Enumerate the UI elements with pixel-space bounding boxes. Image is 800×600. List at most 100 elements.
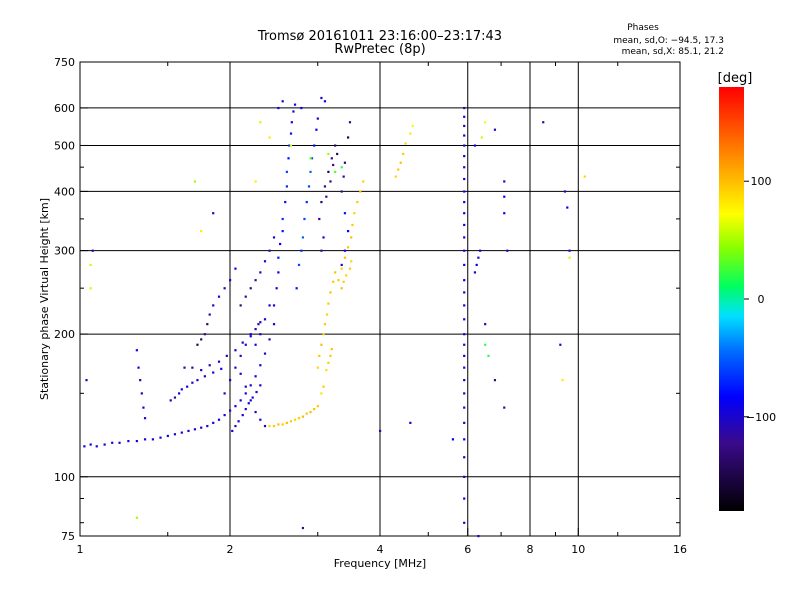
- data-point: [254, 410, 257, 414]
- data-point: [223, 287, 226, 290]
- data-point: [191, 381, 194, 384]
- data-point: [487, 354, 490, 357]
- data-point: [346, 246, 350, 249]
- data-point: [503, 195, 506, 198]
- data-point: [463, 249, 466, 252]
- data-point: [180, 388, 183, 391]
- data-point: [359, 190, 362, 193]
- data-point: [111, 441, 114, 444]
- data-point: [463, 497, 466, 500]
- data-point: [409, 421, 412, 424]
- x-axis: 1 2 4 6 8 10 16: [77, 528, 687, 556]
- data-point: [272, 424, 276, 428]
- data-point: [237, 420, 240, 423]
- y-tick-label: 100: [54, 471, 75, 484]
- data-point: [263, 260, 267, 263]
- data-point: [315, 128, 318, 131]
- data-point: [206, 323, 209, 326]
- data-point: [479, 249, 482, 252]
- data-point: [342, 280, 345, 283]
- data-point: [350, 260, 353, 263]
- data-point: [217, 360, 221, 363]
- data-point: [187, 429, 190, 433]
- data-point: [322, 236, 325, 239]
- data-point: [475, 263, 478, 267]
- data-point: [118, 441, 121, 444]
- data-point: [281, 100, 284, 103]
- data-point: [254, 180, 257, 183]
- data-point: [277, 106, 280, 110]
- x-tick-label: 4: [377, 543, 384, 556]
- data-point: [263, 352, 267, 355]
- data-point: [463, 155, 466, 158]
- data-point: [327, 302, 330, 305]
- data-point: [330, 157, 333, 160]
- data-point: [259, 384, 262, 387]
- data-point: [244, 392, 247, 395]
- data-point: [473, 144, 477, 147]
- data-point: [89, 287, 92, 290]
- data-point: [463, 366, 466, 369]
- data-point: [484, 323, 487, 326]
- data-point: [340, 166, 343, 169]
- data-point: [284, 200, 287, 204]
- data-point: [140, 392, 143, 395]
- y-tick-label: 750: [54, 56, 75, 69]
- data-point: [89, 443, 92, 446]
- data-point: [85, 379, 88, 382]
- data-point: [200, 230, 203, 233]
- data-point: [285, 170, 288, 173]
- data-point: [83, 445, 86, 448]
- data-point: [463, 521, 466, 524]
- data-point: [297, 263, 301, 267]
- colorbar-tick-label: 0: [758, 293, 765, 306]
- data-point: [234, 366, 237, 369]
- data-point: [463, 304, 466, 307]
- data-point: [463, 333, 466, 336]
- data-point: [249, 384, 252, 387]
- data-point: [200, 368, 203, 372]
- data-point: [409, 132, 412, 135]
- data-point: [463, 106, 466, 110]
- data-point: [212, 371, 215, 374]
- data-point: [229, 409, 232, 412]
- data-point: [340, 267, 343, 270]
- data-point: [169, 399, 172, 402]
- minor-ticks: [80, 62, 680, 536]
- data-point: [309, 170, 312, 173]
- data-point: [217, 295, 221, 298]
- data-point: [259, 418, 262, 421]
- data-points: [83, 96, 586, 538]
- data-point: [343, 249, 347, 252]
- data-point: [463, 212, 466, 215]
- data-point: [191, 366, 194, 369]
- data-point: [348, 267, 352, 270]
- y-axis: 75 100 200 300 400 500 600 750: [54, 56, 88, 543]
- data-point: [290, 121, 293, 124]
- data-point: [173, 433, 177, 436]
- data-point: [397, 168, 400, 171]
- x-tick-label: 1: [77, 543, 84, 556]
- data-point: [254, 328, 257, 331]
- data-point: [404, 142, 407, 145]
- data-point: [463, 406, 466, 409]
- x-tick-label: 6: [464, 543, 471, 556]
- data-point: [289, 144, 293, 147]
- data-point: [285, 185, 288, 188]
- data-point: [451, 438, 455, 441]
- data-point: [231, 429, 234, 433]
- data-point: [249, 399, 252, 402]
- data-point: [254, 343, 257, 346]
- data-point: [186, 385, 189, 388]
- data-point: [394, 175, 397, 178]
- data-point: [327, 361, 330, 364]
- data-point: [583, 175, 586, 178]
- data-point: [259, 121, 262, 124]
- data-point: [193, 428, 197, 431]
- data-point: [173, 396, 177, 399]
- data-point: [563, 190, 567, 193]
- data-point: [277, 256, 280, 259]
- data-point: [484, 121, 487, 124]
- data-point: [247, 402, 250, 405]
